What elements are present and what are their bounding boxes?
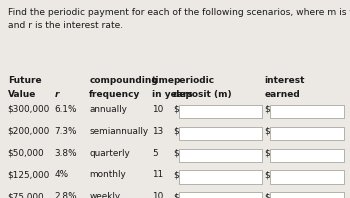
Text: $75,000: $75,000	[8, 192, 44, 198]
Text: $: $	[173, 192, 179, 198]
Text: Find the periodic payment for each of the following scenarios, where m is the pe: Find the periodic payment for each of th…	[8, 8, 350, 17]
Text: interest: interest	[265, 76, 305, 85]
Text: in years: in years	[152, 90, 193, 99]
Text: 4%: 4%	[54, 170, 68, 179]
Text: r: r	[54, 90, 59, 99]
Text: annually: annually	[89, 105, 127, 114]
Text: 7.3%: 7.3%	[54, 127, 77, 136]
Text: $: $	[265, 170, 270, 179]
Text: 13: 13	[152, 127, 163, 136]
Text: weekly: weekly	[89, 192, 120, 198]
Text: $: $	[265, 105, 270, 114]
Text: $: $	[173, 148, 179, 157]
Text: and r is the interest rate.: and r is the interest rate.	[8, 21, 123, 30]
Text: $50,000: $50,000	[8, 148, 44, 157]
Text: $125,000: $125,000	[8, 170, 50, 179]
Text: 2.8%: 2.8%	[54, 192, 77, 198]
Text: 10: 10	[152, 105, 163, 114]
Text: $: $	[265, 192, 270, 198]
Text: earned: earned	[265, 90, 300, 99]
Text: 5: 5	[152, 148, 158, 157]
Text: 6.1%: 6.1%	[54, 105, 77, 114]
Text: $: $	[265, 148, 270, 157]
Text: $: $	[173, 127, 179, 136]
Text: time: time	[152, 76, 175, 85]
Text: 10: 10	[152, 192, 163, 198]
Text: Future: Future	[8, 76, 41, 85]
Text: $: $	[173, 105, 179, 114]
Text: Value: Value	[8, 90, 36, 99]
Text: deposit (m): deposit (m)	[173, 90, 232, 99]
Text: $: $	[173, 170, 179, 179]
Text: semiannually: semiannually	[89, 127, 148, 136]
Text: frequency: frequency	[89, 90, 141, 99]
Text: compounding: compounding	[89, 76, 158, 85]
Text: $200,000: $200,000	[8, 127, 50, 136]
Text: quarterly: quarterly	[89, 148, 130, 157]
Text: periodic: periodic	[173, 76, 214, 85]
Text: monthly: monthly	[89, 170, 126, 179]
Text: 11: 11	[152, 170, 163, 179]
Text: $: $	[265, 127, 270, 136]
Text: $300,000: $300,000	[8, 105, 50, 114]
Text: 3.8%: 3.8%	[54, 148, 77, 157]
